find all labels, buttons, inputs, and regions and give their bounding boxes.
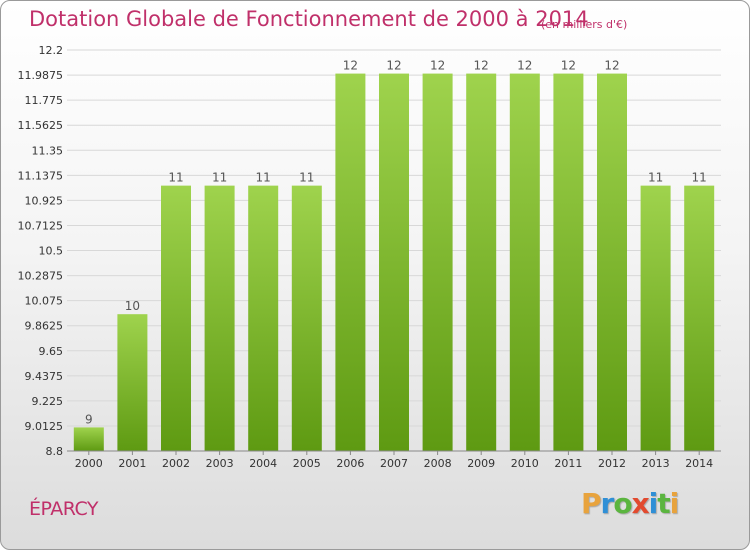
bar — [73, 427, 104, 451]
y-tick-label: 11.1375 — [18, 169, 64, 182]
data-label: 11 — [168, 171, 183, 185]
y-tick-label: 11.775 — [25, 94, 64, 107]
x-tick-label: 2002 — [162, 457, 190, 470]
y-axis-ticks: 8.8 9.0125 9.225 9.4375 9.65 9.8625 10.075 10.2… — [18, 44, 64, 458]
y-tick-label: 9.4375 — [25, 370, 64, 383]
data-label: 12 — [430, 59, 445, 73]
y-tick-label: 11.35 — [32, 144, 64, 157]
bar — [640, 185, 671, 451]
bar — [509, 73, 540, 452]
data-label: 12 — [604, 59, 619, 73]
y-tick-label: 10.5 — [39, 245, 64, 258]
x-tick-label: 2013 — [642, 457, 670, 470]
commune-name: ÉPARCY — [29, 498, 99, 520]
x-tick-label: 2006 — [336, 457, 364, 470]
bar — [161, 185, 191, 451]
bar — [204, 185, 235, 451]
data-label: 11 — [256, 171, 271, 185]
data-label: 12 — [343, 59, 358, 73]
x-tick-label: 2003 — [206, 457, 234, 470]
x-tick-label: 2009 — [467, 457, 495, 470]
y-tick-label: 11.5625 — [18, 119, 64, 132]
data-label: 10 — [125, 299, 140, 313]
y-tick-label: 9.65 — [39, 345, 64, 358]
y-tick-label: 8.8 — [46, 445, 64, 458]
data-label: 11 — [692, 171, 707, 185]
bar — [466, 73, 497, 452]
y-tick-label: 9.8625 — [25, 320, 64, 333]
x-tick-label: 2014 — [685, 457, 713, 470]
y-tick-label: 9.0125 — [25, 420, 64, 433]
bar — [553, 73, 584, 452]
data-label: 12 — [474, 59, 489, 73]
data-label: 9 — [85, 412, 93, 426]
y-tick-label: 12.2 — [39, 44, 64, 57]
x-axis-ticks: 2000 2001 2002 2003 2004 2005 2006 2007 2008 2009… — [75, 451, 713, 470]
bar — [291, 185, 322, 451]
x-tick-label: 2007 — [380, 457, 408, 470]
logo-letter: i — [648, 487, 659, 520]
logo-letter: P — [581, 487, 602, 520]
bars — [73, 73, 715, 452]
data-label: 12 — [517, 59, 532, 73]
x-tick-label: 2010 — [511, 457, 539, 470]
y-tick-label: 11.9875 — [18, 69, 64, 82]
bar — [248, 185, 279, 451]
x-tick-label: 2005 — [293, 457, 321, 470]
x-tick-label: 2012 — [598, 457, 626, 470]
y-tick-label: 9.225 — [32, 395, 64, 408]
proxiti-logo[interactable]: Proxiti — [581, 487, 680, 520]
bar — [422, 73, 453, 452]
logo-letter: t — [657, 487, 670, 520]
data-label: 12 — [561, 59, 576, 73]
logo-letter: r — [600, 487, 615, 520]
bar — [335, 73, 366, 452]
chart-title: Dotation Globale de Fonctionnement de 20… — [29, 7, 589, 31]
y-tick-label: 10.925 — [25, 194, 64, 207]
x-tick-label: 2001 — [118, 457, 146, 470]
y-tick-label: 10.2875 — [18, 270, 64, 283]
chart-unit: (en milliers d'€) — [541, 18, 628, 31]
bar — [379, 73, 409, 452]
x-tick-label: 2011 — [554, 457, 582, 470]
x-tick-label: 2008 — [424, 457, 452, 470]
data-label: 11 — [212, 171, 227, 185]
data-label: 11 — [299, 171, 314, 185]
y-tick-label: 10.7125 — [18, 219, 64, 232]
bar — [597, 73, 627, 452]
x-tick-label: 2000 — [75, 457, 103, 470]
data-label: 12 — [386, 59, 401, 73]
logo-letter: x — [631, 487, 650, 520]
x-tick-label: 2004 — [249, 457, 277, 470]
logo-letter: i — [669, 487, 680, 520]
bar — [117, 314, 148, 451]
data-labels: 9 10 11 11 11 11 12 12 12 12 12 12 12 11 11 — [85, 59, 707, 427]
data-label: 11 — [648, 171, 663, 185]
logo-letter: o — [613, 487, 632, 520]
y-tick-label: 10.075 — [25, 295, 64, 308]
bar — [684, 185, 715, 451]
